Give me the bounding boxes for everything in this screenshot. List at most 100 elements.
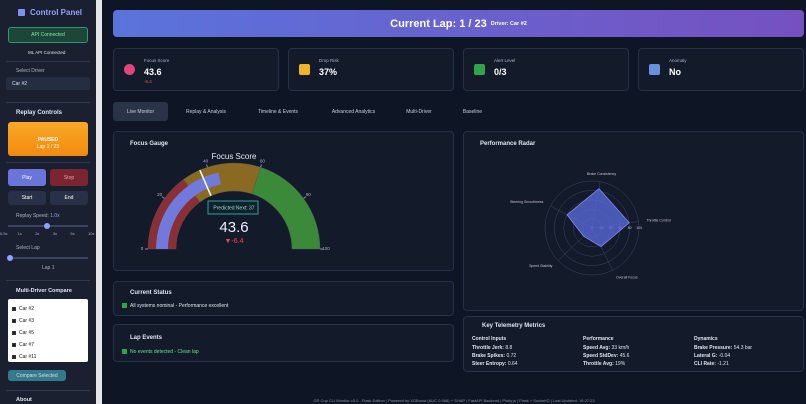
card-value: 0/3 (494, 67, 507, 77)
category-label: Throttle Control (646, 218, 670, 222)
tab[interactable]: Timeline & Events (245, 102, 311, 121)
checkbox (12, 307, 16, 311)
status-text: All systems nominal - Performance excell… (130, 303, 229, 309)
tick-label: 100 (322, 246, 330, 251)
slider-tick: 5x (70, 231, 75, 236)
button-text: Stop (63, 174, 75, 181)
category-label: Overall Focus (616, 275, 638, 279)
card-icon (299, 64, 310, 75)
slider-tick: 2x (35, 231, 40, 236)
tab[interactable]: Baseline (451, 102, 494, 121)
metric-row: Steer Entropy: 0.64 (472, 361, 518, 367)
telemetry-panel: Key Telemetry Metrics Control Inputs Thro… (463, 316, 804, 372)
slider-ticks: 0.5x 1x 2x 3x 5x 10x (0, 231, 95, 237)
compare-item: Car #5 (19, 330, 35, 336)
metric-value: -1.21 (717, 361, 729, 367)
check-icon (122, 303, 127, 308)
metric-card: Anomaly No (638, 48, 804, 91)
separator (6, 390, 90, 391)
tab-label: Advanced Analytics (331, 108, 376, 115)
section-title: Replay Controls (16, 110, 63, 116)
events-panel: Lap Events No events detected - Clean la… (113, 324, 454, 362)
metric-label: Brake Spikes: (472, 353, 506, 359)
metric-row: Speed StdDev: 45.6 (583, 353, 629, 359)
panel-title: Focus Gauge (130, 141, 169, 147)
separator (6, 162, 90, 163)
section-title: Multi-Driver Compare (16, 288, 72, 294)
metric-card: Drop Risk 37% (288, 48, 454, 91)
stop-button[interactable]: Stop (50, 169, 88, 186)
lap-state: Lap 1 / 23 (36, 144, 60, 150)
compare-list[interactable]: Car #2 Car #3 Car #5 Car #7 Car #11 (8, 299, 88, 362)
footer: GR Cup CLI Monitor v3.0 - Flask Edition … (313, 398, 595, 403)
card-value: No (669, 67, 681, 77)
slider-handle[interactable] (44, 223, 50, 229)
panel-title: Current Status (130, 290, 172, 296)
icon (18, 9, 25, 16)
metric-value: 33 km/h (611, 345, 630, 351)
tick-mark (303, 196, 307, 199)
tab[interactable]: Advanced Analytics (318, 102, 389, 121)
metric-value: 8.8 (505, 345, 513, 351)
tab[interactable]: Live Monitor (113, 102, 168, 121)
checkbox (12, 319, 16, 323)
lap-value: Lap 1 (42, 265, 55, 271)
compare-button[interactable]: Compare Selected (8, 370, 66, 381)
card-value: 43.6 (144, 67, 162, 77)
gauge-value: 43.6 (219, 219, 248, 236)
tick-label: 20 (157, 192, 163, 197)
compare-item: Car #11 (19, 354, 37, 360)
category-label: Brake Consistency (587, 172, 616, 176)
card-icon (474, 64, 485, 75)
end-button[interactable]: End (50, 191, 88, 205)
metric-label: Lateral G: (694, 353, 718, 359)
tab[interactable]: Multi-Driver (393, 102, 445, 121)
radial-grid (554, 190, 630, 266)
tab[interactable]: Replay & Analysis (172, 102, 240, 121)
tick-label: 80 (306, 192, 312, 197)
metric-row: Speed Avg: 33 km/h (583, 345, 629, 351)
tab-label: Timeline & Events (257, 108, 299, 115)
slider-tick: 10x (88, 231, 95, 236)
metric-label: CLI Rate: (694, 361, 716, 367)
metric-row: Brake Spikes: 0.72 (472, 353, 516, 359)
metric-value: 19% (615, 361, 626, 367)
tick-label: 60 (260, 159, 266, 164)
label: Select Lap (16, 245, 40, 251)
play-button[interactable]: Play (8, 169, 46, 186)
tick-mark (260, 164, 262, 168)
compare-item: Car #2 (19, 306, 35, 312)
metric-row: Throttle Avg: 19% (583, 361, 625, 367)
tab-label: Live Monitor (126, 108, 155, 115)
button-text: Compare Selected (16, 372, 58, 379)
gauge-title: Focus Score (212, 152, 257, 161)
metric-card: Alert Level 0/3 (463, 48, 629, 91)
state: PAUSED (37, 137, 59, 143)
slider-handle[interactable] (7, 255, 13, 261)
header: Current Lap: 1 / 23 Driver: Car #2 (113, 10, 804, 37)
tab-label: Replay & Analysis (185, 108, 227, 115)
header-driver: Driver: Car #2 (490, 20, 527, 27)
metric-card: Focus Score 43.6 -6.4 (113, 48, 279, 91)
compare-item: Car #3 (19, 318, 35, 324)
metric-row: Lateral G: -0.04 (694, 353, 730, 359)
metric-row: Brake Pressure: 54.3 bar (694, 345, 752, 351)
metric-label: Steer Entropy: (472, 361, 507, 367)
slider-tick: 1x (17, 231, 22, 236)
status-panel: Current Status All systems nominal - Per… (113, 281, 454, 316)
lap-slider[interactable] (8, 257, 88, 259)
sidebar-title: Control Panel (30, 8, 83, 17)
metric-value: 45.6 (619, 353, 630, 359)
card-label: Alert Level (494, 58, 516, 63)
metric-label: Speed StdDev: (583, 353, 619, 359)
annotation: Predicted Next: 37 (213, 205, 254, 211)
driver-select[interactable]: Car #2 (6, 77, 90, 90)
radial-tick-label: 100 (636, 226, 642, 230)
label: Select Driver (16, 68, 45, 74)
check-icon (122, 349, 127, 354)
metric-row: CLI Rate: -1.21 (694, 361, 729, 367)
card-icon (124, 64, 135, 75)
start-button[interactable]: Start (8, 191, 46, 205)
